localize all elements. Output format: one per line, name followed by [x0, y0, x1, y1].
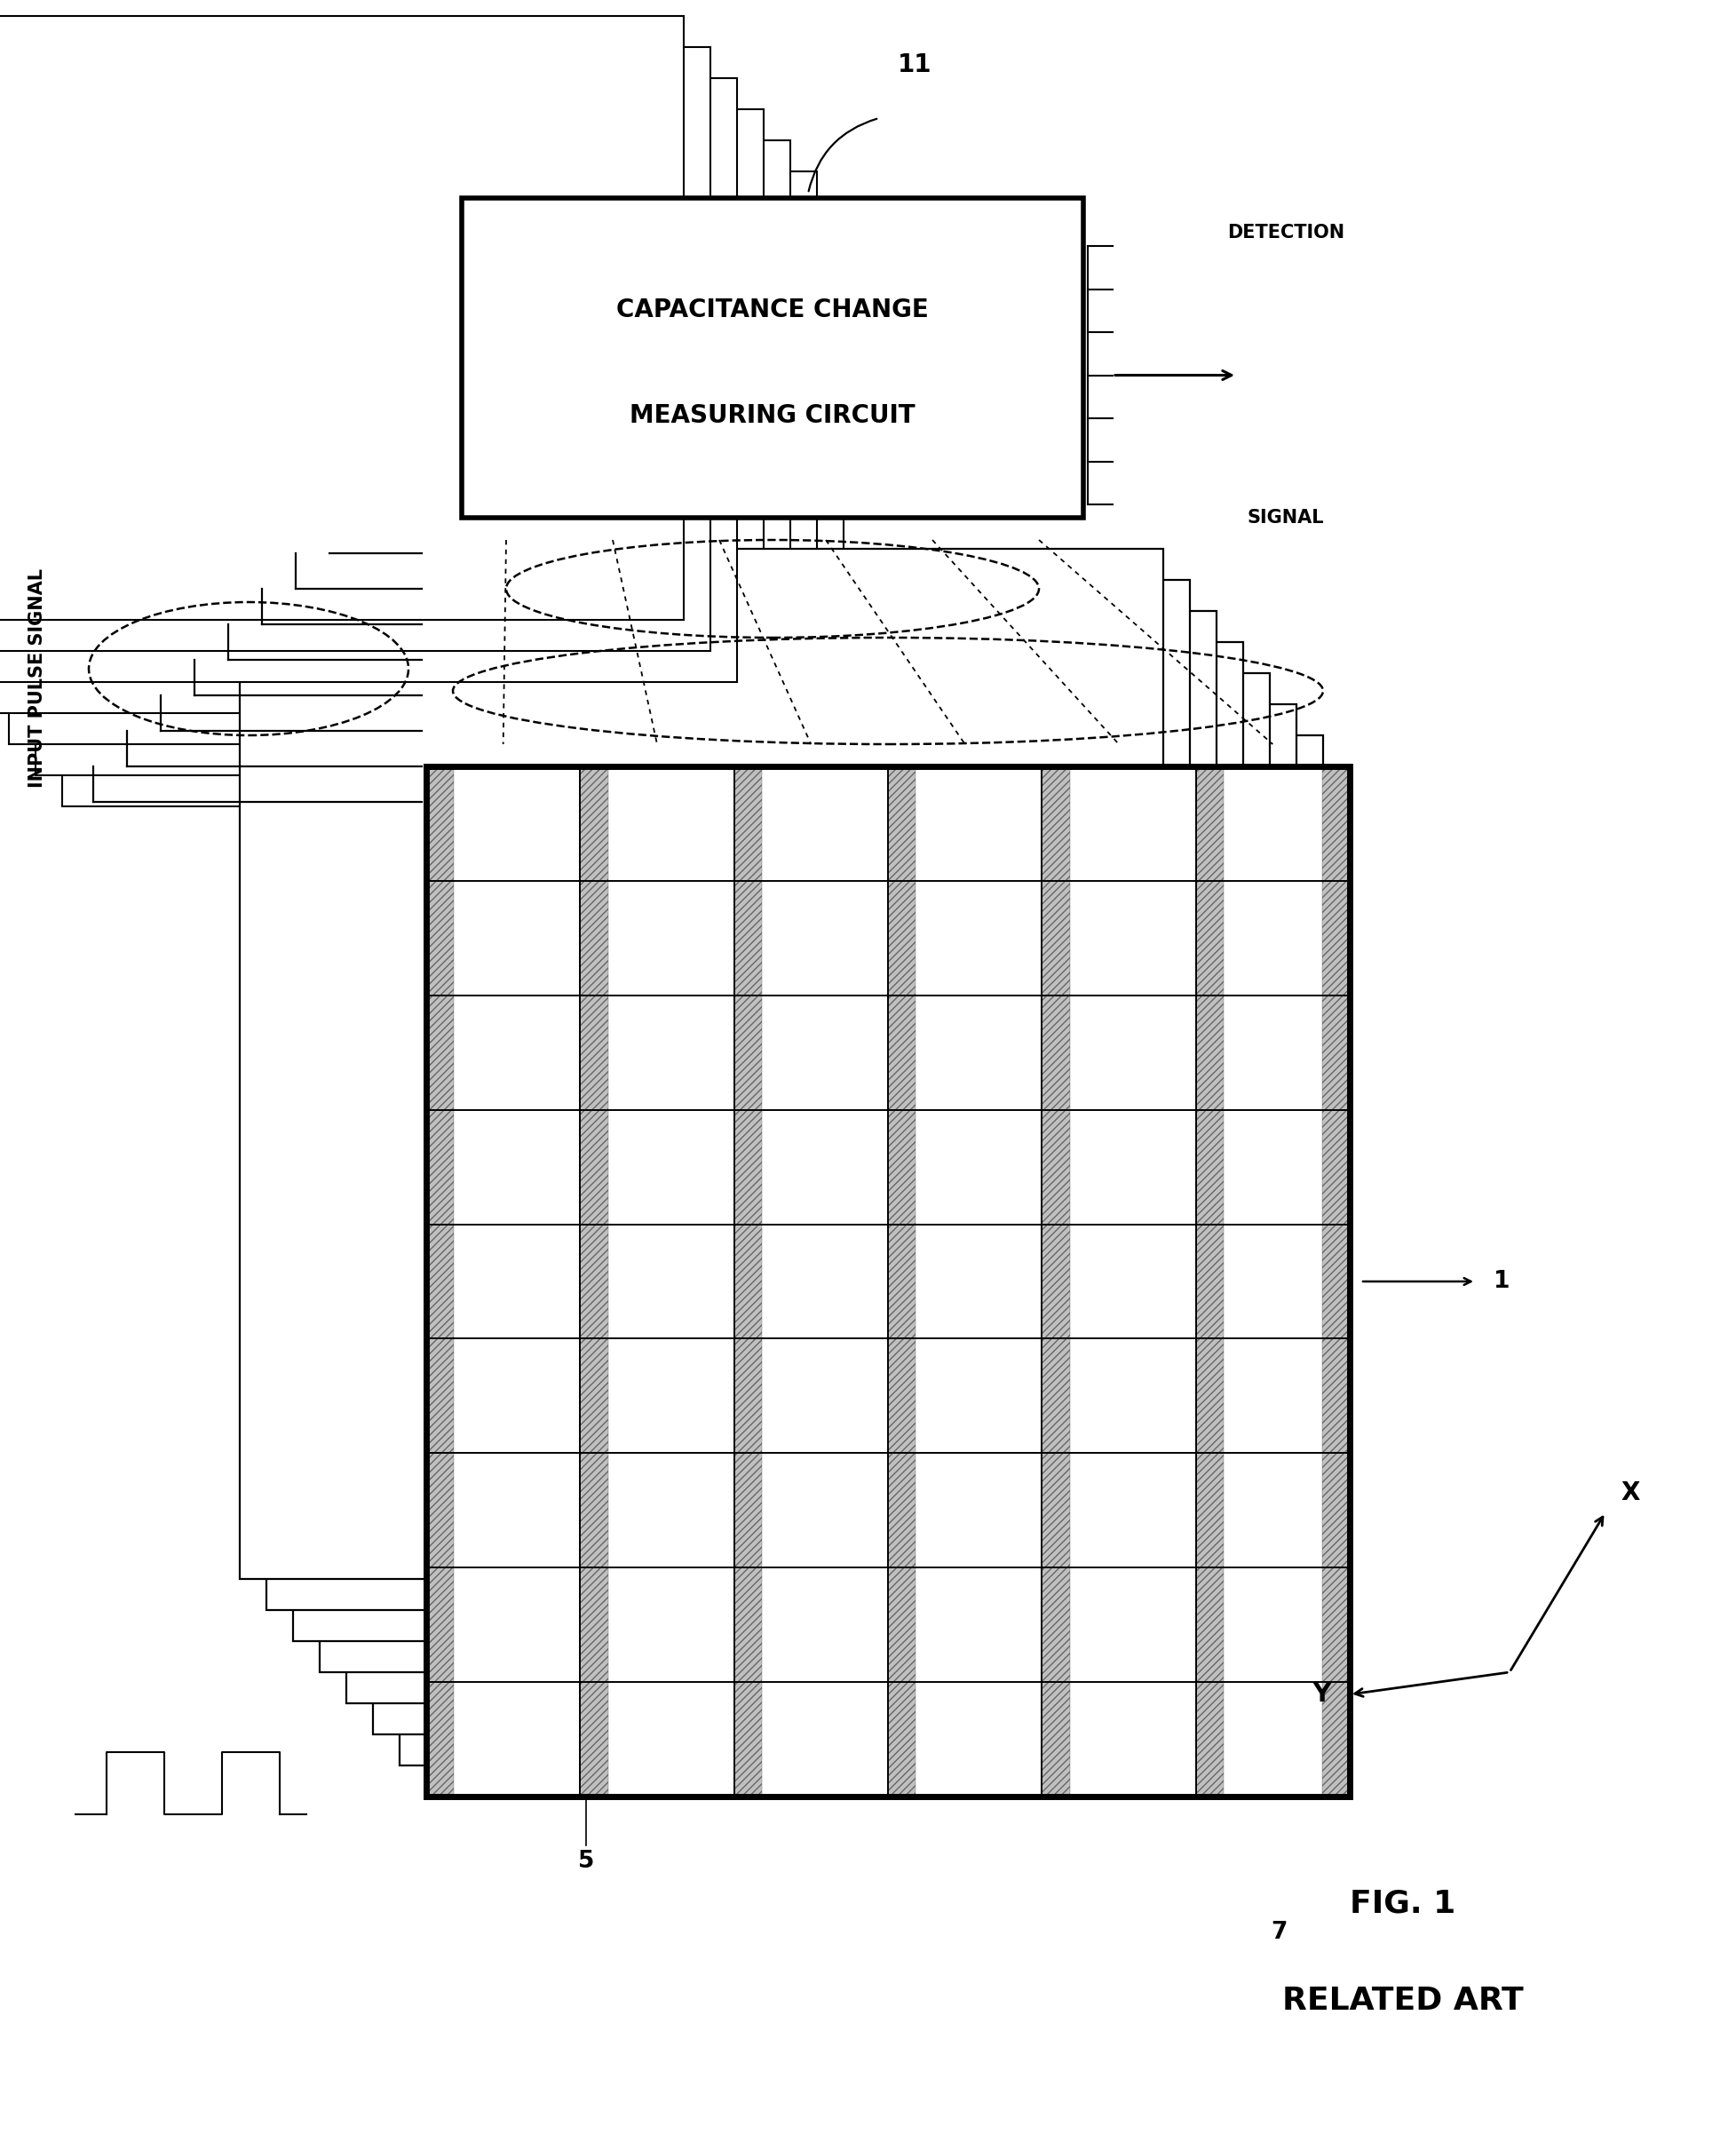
Bar [580, 881, 608, 994]
Bar [1321, 1110, 1349, 1225]
Bar [1194, 766, 1222, 881]
Bar [580, 994, 608, 1110]
Bar [462, 198, 1083, 519]
Bar [1321, 1682, 1349, 1797]
Bar [887, 1225, 915, 1338]
Bar [580, 1682, 608, 1797]
Text: X: X [1620, 1481, 1639, 1504]
Bar [580, 1568, 608, 1682]
Bar [399, 736, 1323, 1765]
Bar [1194, 1225, 1222, 1338]
Bar [580, 1338, 608, 1453]
Bar [1042, 1568, 1069, 1682]
Bar [887, 994, 915, 1110]
Bar [373, 704, 1295, 1735]
Bar [734, 1110, 762, 1225]
Bar [0, 79, 736, 683]
Bar [887, 881, 915, 994]
Bar [425, 994, 453, 1110]
Bar [734, 994, 762, 1110]
Bar [1194, 1110, 1222, 1225]
Bar [425, 1110, 453, 1225]
Bar [35, 171, 816, 775]
Bar [425, 881, 453, 994]
Bar [425, 766, 453, 881]
Text: Y: Y [1312, 1682, 1330, 1707]
Bar [887, 1110, 915, 1225]
Bar [0, 47, 710, 651]
Bar [1042, 1110, 1069, 1225]
Bar [1321, 766, 1349, 881]
Bar [62, 203, 844, 807]
Text: SIGNAL: SIGNAL [1246, 508, 1323, 527]
Bar [240, 548, 1163, 1579]
Bar [425, 1568, 453, 1682]
Bar [1042, 1453, 1069, 1568]
Bar [293, 610, 1215, 1641]
Bar [734, 1568, 762, 1682]
Bar [1321, 994, 1349, 1110]
Bar [1321, 1568, 1349, 1682]
Bar [1194, 994, 1222, 1110]
Bar [580, 766, 608, 881]
Bar [1321, 881, 1349, 994]
Bar [266, 580, 1189, 1609]
Bar [734, 1225, 762, 1338]
Bar [580, 1110, 608, 1225]
Bar [425, 766, 1349, 1797]
Text: FIG. 1: FIG. 1 [1349, 1889, 1455, 1918]
Bar [319, 642, 1243, 1673]
Text: RELATED ART: RELATED ART [1281, 1987, 1522, 2017]
Bar [887, 1682, 915, 1797]
Bar [1321, 1225, 1349, 1338]
Text: 5: 5 [578, 1850, 594, 1874]
Bar [9, 141, 790, 745]
Bar [734, 766, 762, 881]
Bar [1194, 1568, 1222, 1682]
Text: DETECTION: DETECTION [1227, 224, 1344, 241]
Bar [1321, 1453, 1349, 1568]
Bar [580, 1225, 608, 1338]
Bar [1042, 1682, 1069, 1797]
Bar [1194, 1453, 1222, 1568]
Bar [0, 109, 764, 713]
Bar [887, 766, 915, 881]
Bar [425, 1453, 453, 1568]
Bar [0, 15, 684, 619]
Bar [887, 1453, 915, 1568]
Bar [580, 1453, 608, 1568]
Text: 11: 11 [898, 53, 930, 77]
Bar [1194, 881, 1222, 994]
Bar [1321, 1338, 1349, 1453]
Bar [425, 1338, 453, 1453]
Bar [1042, 766, 1069, 881]
Bar [887, 1568, 915, 1682]
Bar [734, 1453, 762, 1568]
Text: 7: 7 [1269, 1921, 1286, 1944]
Bar [734, 1338, 762, 1453]
Bar [1194, 1338, 1222, 1453]
Bar [887, 1338, 915, 1453]
Bar [734, 1682, 762, 1797]
Bar [425, 1225, 453, 1338]
Text: INPUT PULSE SIGNAL: INPUT PULSE SIGNAL [28, 568, 47, 787]
Bar [1042, 1338, 1069, 1453]
Bar [1042, 1225, 1069, 1338]
Bar [1042, 881, 1069, 994]
Text: CAPACITANCE CHANGE: CAPACITANCE CHANGE [616, 297, 929, 322]
Bar [425, 766, 1349, 1797]
Text: 1: 1 [1493, 1270, 1509, 1293]
Bar [345, 672, 1269, 1703]
Text: MEASURING CIRCUIT: MEASURING CIRCUIT [630, 403, 915, 427]
Bar [1042, 994, 1069, 1110]
Bar [734, 881, 762, 994]
Bar [1194, 1682, 1222, 1797]
Bar [425, 1682, 453, 1797]
